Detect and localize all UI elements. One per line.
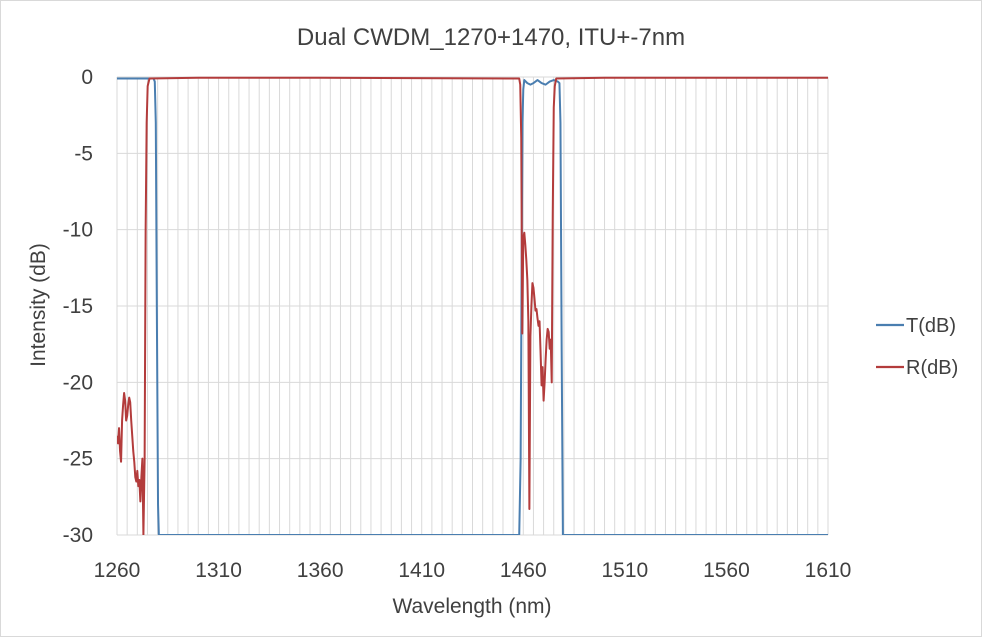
y-axis-title: Intensity (dB): [27, 243, 50, 367]
x-tick-label: 1460: [500, 559, 547, 582]
legend-label: T(dB): [906, 315, 956, 337]
x-tick-label: 1260: [94, 559, 141, 582]
chart-title: Dual CWDM_1270+1470, ITU+-7nm: [297, 24, 685, 51]
series-line-r-db: [117, 76, 828, 535]
y-tick-labels: 0 -5 -10 -15 -20 -25 -30: [63, 66, 93, 547]
x-tick-label: 1360: [297, 559, 344, 582]
x-tick-label: 1310: [195, 559, 242, 582]
x-tick-label: 1560: [703, 559, 750, 582]
series-layer: [117, 76, 828, 535]
x-tick-label: 1510: [601, 559, 648, 582]
y-tick-label: -15: [63, 295, 93, 318]
x-axis-title: Wavelength (nm): [392, 595, 551, 618]
y-tick-label: 0: [81, 66, 93, 89]
x-tick-labels: 1260 1310 1360 1410 1460 1510 1560 1610: [94, 559, 852, 582]
gridlines: [116, 76, 829, 536]
y-tick-label: -5: [74, 142, 93, 165]
legend-label: R(dB): [906, 357, 958, 379]
y-tick-label: -30: [63, 524, 93, 547]
y-tick-label: -20: [63, 371, 93, 394]
y-tick-label: -10: [63, 219, 93, 242]
legend: T(dB) R(dB): [876, 315, 958, 379]
x-tick-label: 1410: [398, 559, 445, 582]
series-line-t-db: [117, 77, 828, 535]
x-tick-label: 1610: [805, 559, 852, 582]
y-tick-label: -25: [63, 448, 93, 471]
